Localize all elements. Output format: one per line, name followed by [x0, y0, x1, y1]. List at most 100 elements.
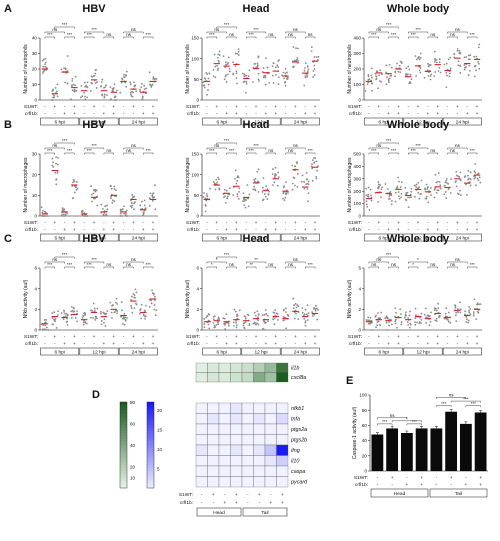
data-point	[313, 161, 316, 164]
crfl1b-symbol: -	[123, 342, 125, 347]
sig-bracket	[103, 266, 114, 269]
data-point	[447, 311, 450, 314]
s1wt-symbol: +	[436, 335, 439, 340]
blue-scale-step	[147, 419, 154, 423]
data-point	[256, 316, 259, 319]
data-point	[257, 313, 260, 316]
data-point	[143, 204, 146, 207]
data-point	[104, 325, 107, 327]
data-point	[234, 310, 237, 313]
data-point	[243, 327, 246, 329]
heatmap-cell-bottom	[241, 465, 254, 477]
y-tick-label: 2	[358, 307, 361, 312]
crfl1b-symbol: -	[417, 342, 419, 347]
s1wt-symbol: -	[123, 105, 125, 110]
blue-scale-step	[147, 424, 154, 429]
data-point	[404, 314, 407, 317]
crfl1b-symbol: -	[285, 112, 287, 117]
crfl1b-symbol: +	[420, 483, 423, 488]
data-point	[151, 199, 154, 202]
data-point	[66, 317, 68, 320]
data-point	[91, 200, 93, 203]
data-point	[400, 321, 403, 323]
sig-label: ns	[52, 27, 58, 32]
heatmap-cell-top	[253, 372, 266, 383]
data-point	[130, 299, 132, 301]
data-point	[306, 75, 309, 78]
data-point	[54, 87, 57, 89]
data-point	[51, 323, 54, 326]
data-point	[129, 83, 132, 86]
data-point	[446, 74, 448, 77]
data-point	[418, 69, 421, 72]
crfl1b-symbol: +	[397, 342, 400, 347]
sig-label: ***	[229, 148, 235, 153]
data-point	[56, 163, 59, 166]
data-point	[121, 323, 124, 325]
data-point	[224, 195, 226, 198]
data-point	[380, 196, 382, 199]
data-point	[134, 288, 137, 291]
s1wt-symbol: +	[132, 335, 135, 340]
data-point	[243, 204, 246, 207]
data-point	[218, 50, 221, 53]
y-tick-label: 40	[362, 438, 368, 443]
data-point	[42, 329, 44, 331]
data-point	[256, 64, 259, 67]
data-point	[465, 318, 468, 321]
data-point	[473, 55, 476, 58]
data-point	[379, 69, 382, 72]
data-point	[285, 181, 287, 183]
heatmap-cell-bottom	[276, 423, 289, 435]
s1wt-symbol: -	[285, 105, 287, 110]
data-point	[316, 169, 319, 172]
data-point	[407, 65, 410, 68]
data-point	[455, 185, 458, 188]
sig-bracket	[54, 26, 75, 29]
data-point	[143, 88, 146, 91]
s1wt-symbol: +	[314, 105, 317, 110]
group-label: 6 hpi	[216, 119, 226, 125]
data-point	[370, 194, 372, 197]
sig-label: ***	[47, 262, 53, 267]
crfl1b-symbol: -	[54, 342, 56, 347]
data-point	[62, 318, 65, 321]
data-point	[52, 96, 54, 99]
data-point	[429, 64, 432, 66]
sig-bracket	[285, 147, 306, 150]
data-point	[449, 321, 452, 324]
data-point	[264, 76, 267, 79]
data-point	[430, 187, 432, 189]
sig-label: ***	[91, 27, 97, 32]
heatmap-cell-bottom	[241, 444, 254, 456]
data-point	[245, 82, 248, 85]
y-tick-label: 2	[196, 307, 199, 312]
data-point	[306, 319, 309, 322]
sig-label: ns	[268, 262, 274, 267]
data-point	[248, 324, 251, 327]
s1wt-symbol: -	[247, 493, 249, 498]
y-tick-label: 50	[194, 193, 200, 198]
sig-bracket	[84, 36, 95, 39]
heatmap-cell-top	[218, 372, 231, 383]
data-point	[479, 303, 482, 306]
data-point	[455, 320, 458, 323]
data-point	[434, 71, 437, 73]
blue-scale-step	[147, 467, 154, 472]
s1wt-symbol: -	[103, 105, 105, 110]
heatmap-cell-top	[276, 362, 289, 373]
sig-bracket	[206, 152, 217, 155]
sig-bracket	[84, 261, 105, 264]
data-point	[426, 314, 429, 317]
heatmap-cell-bottom	[276, 476, 289, 488]
data-point	[384, 71, 387, 74]
data-point	[244, 91, 247, 94]
s1wt-symbol: -	[44, 105, 46, 110]
data-point	[144, 317, 146, 320]
sig-bracket	[427, 36, 438, 39]
green-scale-step	[120, 456, 127, 460]
green-scale-step	[120, 447, 127, 452]
data-point	[83, 319, 85, 322]
crfl1b-symbol: -	[258, 501, 260, 506]
